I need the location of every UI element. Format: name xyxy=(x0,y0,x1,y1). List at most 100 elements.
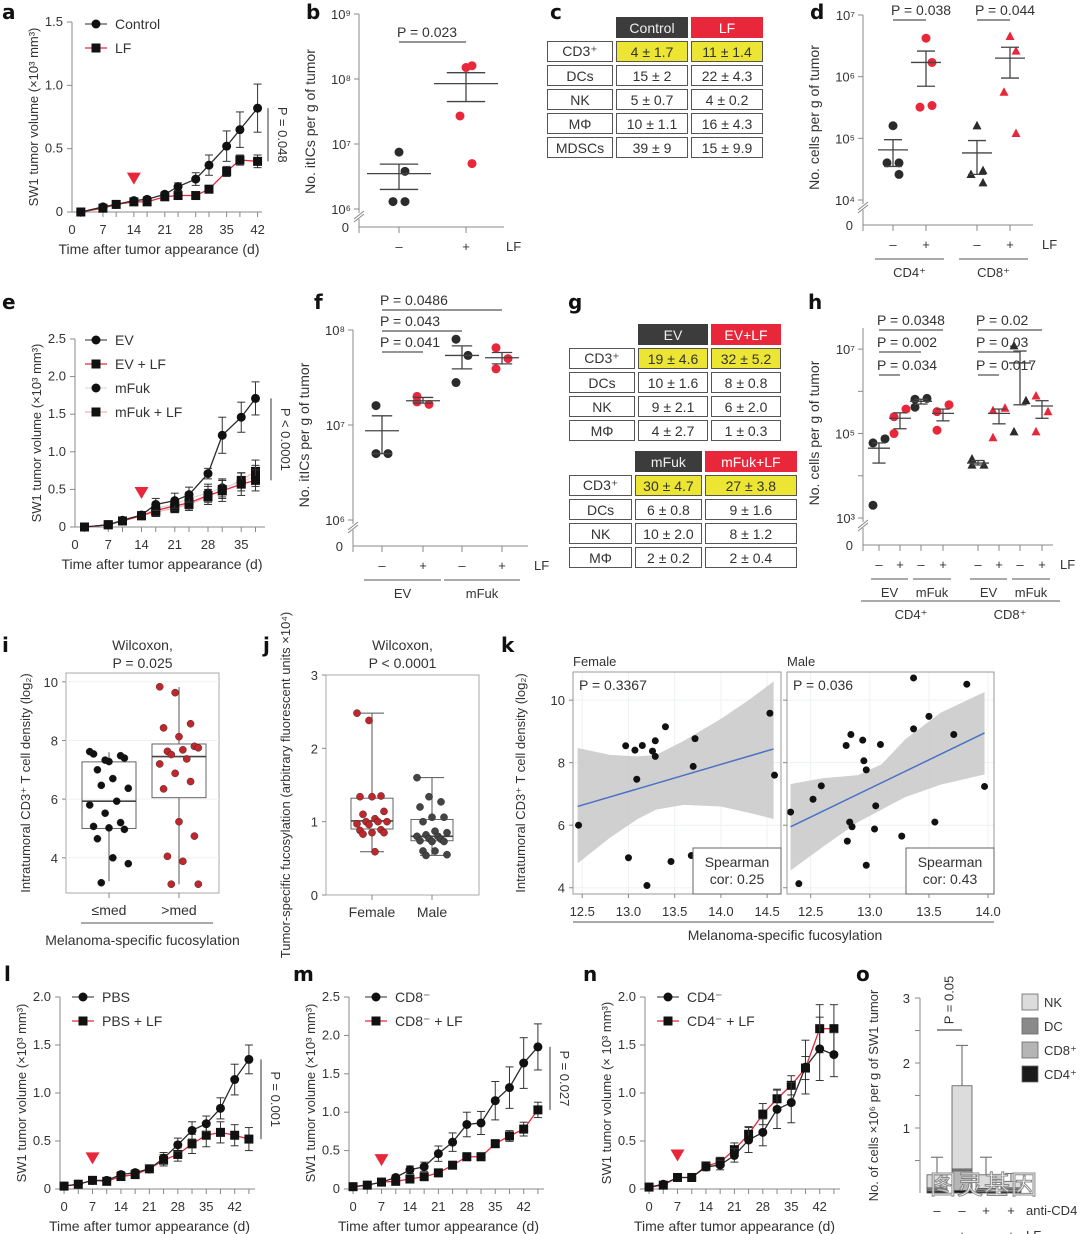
data-point xyxy=(862,766,870,774)
blank-cell xyxy=(569,451,632,472)
condition-label: LF xyxy=(1026,1228,1041,1234)
panel-m: m 0 0.5 1.0 1.5 2.0 2.5 0 7 14 21 28 35 42 Time after… xyxy=(285,960,585,1234)
data-point xyxy=(422,851,430,860)
data-point xyxy=(171,688,179,697)
table-cell: 15 ± 2 xyxy=(616,65,688,86)
panel-label-f: f xyxy=(314,290,323,314)
panel-label-g: g xyxy=(568,290,583,314)
chart-a: 0 0.5 1.0 1.5 0 7 14 21 28 35 42 Time after tumor a… xyxy=(26,14,290,257)
x-tick-label: 14 xyxy=(134,537,148,552)
treatment-arrow-icon xyxy=(134,486,149,499)
x-tick-label: 35 xyxy=(219,222,233,237)
x-tick-label: 12.5 xyxy=(570,904,595,919)
data-point xyxy=(362,1180,372,1190)
data-point xyxy=(910,725,918,733)
p-value-label: P = 0.027 xyxy=(557,1051,572,1107)
data-point xyxy=(451,334,461,344)
data-point xyxy=(186,777,195,786)
data-point xyxy=(377,1177,386,1187)
correlation-label: cor: 0.25 xyxy=(710,871,765,887)
table-row: MΦ 4 ± 2.7 1 ± 0.3 xyxy=(569,420,781,441)
data-point xyxy=(191,191,201,201)
header-lf: LF xyxy=(691,17,763,38)
data-point xyxy=(894,158,904,168)
data-point xyxy=(365,820,373,829)
data-point xyxy=(419,817,427,826)
data-point xyxy=(829,1024,839,1034)
panel-d: d 0 10⁴ 10⁵ 10⁶ 10⁷ No. cells per g of tumor –… xyxy=(790,0,1080,280)
chart-e: 0 0.5 1.0 1.5 2.0 2.5 0 7 14 21 28 35 Time after tum… xyxy=(29,331,293,572)
x-tick-label: ≤med xyxy=(92,902,127,918)
y-tick-label: 10⁷ xyxy=(332,137,351,152)
x-tick-label: + xyxy=(922,237,930,252)
data-point xyxy=(809,795,817,803)
data-point xyxy=(658,1179,668,1189)
group-label: mFuk xyxy=(466,586,499,601)
facet-p-value: P = 0.3367 xyxy=(579,677,647,693)
table-cell: 32 ± 5.2 xyxy=(711,348,781,369)
panel-c: c Control LF CD3⁺ 4 ± 1.7 11 ± 1.4 DCs 15 ± … xyxy=(540,0,790,180)
chart-o: 1 2 3 No. of cells ×10⁶ per g of SW1 tumor –… xyxy=(866,976,1077,1234)
data-point xyxy=(758,1109,768,1119)
axis-break xyxy=(857,204,869,214)
data-point xyxy=(159,785,168,793)
chart-m: 0 0.5 1.0 1.5 2.0 2.5 0 7 14 21 28 35 42 Time after t… xyxy=(303,989,572,1234)
data-point xyxy=(1011,46,1021,55)
x-axis-label: Time after tumor appearance (d) xyxy=(338,1218,539,1234)
chart-title: Wilcoxon, xyxy=(112,637,173,653)
data-point xyxy=(932,425,942,435)
x-tick-label: 28 xyxy=(171,1199,185,1214)
data-point xyxy=(504,1083,514,1093)
x-tick-label: 14.0 xyxy=(708,904,733,919)
x-tick-label: 14.0 xyxy=(975,904,1000,919)
legend-marker xyxy=(91,19,101,29)
table-header: mFuk xyxy=(635,451,702,472)
axis-break xyxy=(347,524,359,534)
data-point xyxy=(155,682,164,691)
data-point xyxy=(988,405,998,415)
y-tick-label: 10⁷ xyxy=(836,342,855,357)
series-line-1 xyxy=(84,479,256,528)
row-label: MΦ xyxy=(569,547,633,568)
comparison-p-value: P = 0.017 xyxy=(976,357,1036,373)
data-point xyxy=(800,1062,810,1072)
legend-label: mFuk xyxy=(115,380,151,396)
x-tick-label: – xyxy=(875,557,883,572)
data-point xyxy=(673,1172,682,1182)
data-point xyxy=(898,832,906,840)
data-point xyxy=(503,354,513,364)
y-tick-label: 10⁵ xyxy=(835,131,855,146)
data-point xyxy=(428,813,436,822)
data-point xyxy=(972,120,982,130)
y-tick-label: 1.0 xyxy=(33,1085,51,1100)
y-axis-label: SW1 tumor volume (×10³ mm³) xyxy=(29,344,44,523)
data-point xyxy=(97,781,106,790)
bar-segment-nk xyxy=(1000,1180,1022,1189)
y-tick-label: 4 xyxy=(558,881,565,896)
y-tick-label: 10⁵ xyxy=(835,427,855,442)
correlation-box xyxy=(905,847,995,895)
y-tick-label: 2.0 xyxy=(48,369,66,384)
data-point xyxy=(1005,31,1015,40)
data-point xyxy=(1031,426,1041,436)
y-zero-label: 0 xyxy=(846,538,853,553)
condition-sign: + xyxy=(1007,1228,1015,1234)
p-value-label: P = 0.048 xyxy=(275,107,290,163)
data-point xyxy=(633,775,641,783)
table-cell: 16 ± 4.3 xyxy=(691,113,763,134)
x-tick-label: 42 xyxy=(812,1199,826,1214)
y-tick-label: 2.0 xyxy=(33,989,51,1004)
axis-break xyxy=(353,210,365,220)
condition-sign: – xyxy=(933,1228,941,1234)
condition-sign: + xyxy=(958,1228,966,1234)
data-point xyxy=(667,857,675,865)
data-point xyxy=(701,1162,711,1172)
data-point xyxy=(144,1164,154,1174)
table-cell: 8 ± 0.8 xyxy=(711,372,781,393)
x-tick-label: – xyxy=(395,239,403,254)
x-tick-label: 14.5 xyxy=(754,904,779,919)
data-point xyxy=(988,432,998,442)
legend-marker xyxy=(663,1016,673,1026)
y-tick-label: 1.5 xyxy=(48,406,66,421)
row-label: CD3⁺ xyxy=(547,41,613,62)
